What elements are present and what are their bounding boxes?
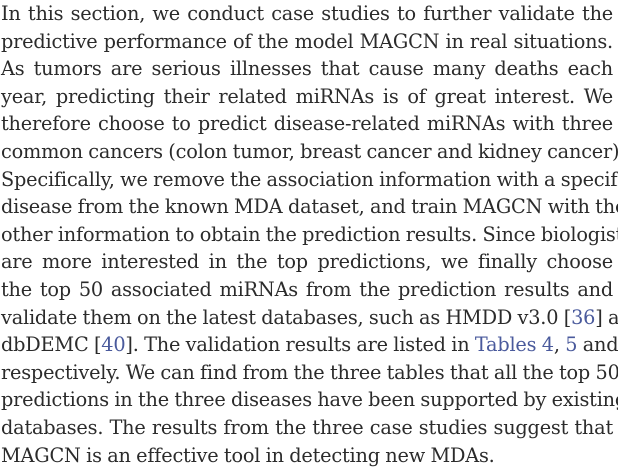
text-line-7: Specifically, we remove the association … [1, 166, 613, 194]
text-segment: and [577, 333, 618, 356]
text-line-2: predictive performance of the model MAGC… [1, 28, 613, 56]
text-segment: , [554, 333, 565, 356]
text-segment: dbDEMC [ [1, 333, 101, 356]
text-line-12: validate them on the latest databases, s… [1, 304, 613, 332]
text-line-14: respectively. We can find from the three… [1, 359, 613, 387]
text-line-1: In this section, we conduct case studies… [1, 0, 613, 28]
text-line-8: disease from the known MDA dataset, and … [1, 193, 613, 221]
citation-link-36[interactable]: 36 [571, 306, 595, 329]
text-line-17: MAGCN is an effective tool in detecting … [1, 442, 613, 469]
text-line-15: predictions in the three diseases have b… [1, 386, 613, 414]
table-link-4[interactable]: Tables 4 [475, 333, 554, 356]
text-line-3: As tumors are serious illnesses that cau… [1, 55, 613, 83]
text-line-6: common cancers (colon tumor, breast canc… [1, 138, 613, 166]
text-line-16: databases. The results from the three ca… [1, 414, 613, 442]
text-segment: ]. The validation results are listed in [125, 333, 474, 356]
text-line-10: are more interested in the top predictio… [1, 248, 613, 276]
text-line-11: the top 50 associated miRNAs from the pr… [1, 276, 613, 304]
table-link-5[interactable]: 5 [565, 333, 577, 356]
text-line-9: other information to obtain the predicti… [1, 221, 613, 249]
text-line-5: therefore choose to predict disease-rela… [1, 110, 613, 138]
text-line-4: year, predicting their related miRNAs is… [1, 83, 613, 111]
text-segment: validate them on the latest databases, s… [1, 306, 571, 329]
text-segment: ] and [595, 306, 618, 329]
citation-link-40[interactable]: 40 [101, 333, 125, 356]
text-line-13: dbDEMC [40]. The validation results are … [1, 331, 613, 359]
